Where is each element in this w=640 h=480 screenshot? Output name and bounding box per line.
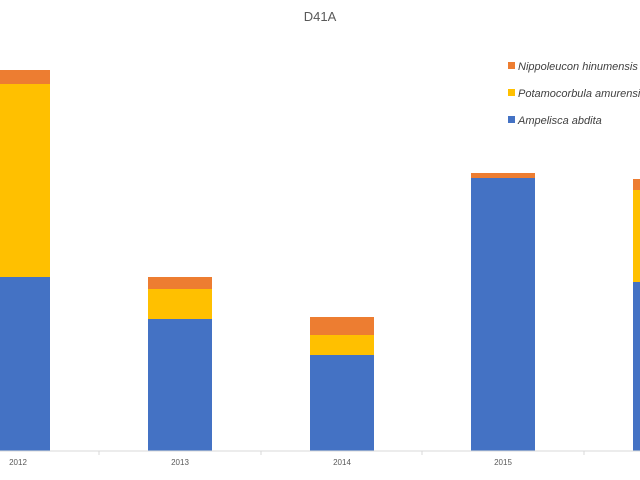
bar-group (0, 70, 640, 451)
legend-label-ampelisca: Ampelisca abdita (517, 115, 602, 127)
bar-segment-2015-2 (471, 173, 535, 178)
x-tick-label: 2012 (9, 458, 27, 467)
bar-segment-2012-0 (0, 277, 50, 451)
bar-segment-partial-1 (633, 190, 640, 282)
legend-swatch-potamocorbula (508, 89, 515, 96)
legend-swatch-ampelisca (508, 116, 515, 123)
bar-segment-2014-2 (310, 317, 374, 335)
legend-label-nippoleucon: Nippoleucon hinumensis (518, 61, 638, 73)
x-axis-labels: 2012 2013 2014 2015 (9, 458, 512, 467)
bar-segment-2014-1 (310, 335, 374, 355)
bar-segment-2015-0 (471, 178, 535, 451)
legend-label-potamocorbula: Potamocorbula amurensis (518, 88, 640, 100)
x-tick-label: 2014 (333, 458, 351, 467)
x-tick-label: 2013 (171, 458, 189, 467)
x-axis-ticks (98, 451, 585, 455)
legend: Nippoleucon hinumensis Potamocorbula amu… (508, 61, 640, 127)
bar-segment-2013-1 (148, 289, 212, 319)
legend-swatch-nippoleucon (508, 62, 515, 69)
bar-segment-2012-1 (0, 84, 50, 277)
bar-segment-2012-2 (0, 70, 50, 84)
bar-segment-2014-0 (310, 355, 374, 451)
x-tick-label: 2015 (494, 458, 512, 467)
bar-segment-2013-2 (148, 277, 212, 289)
bar-segment-2013-0 (148, 319, 212, 451)
chart-title: D41A (304, 9, 337, 24)
bar-segment-partial-2 (633, 179, 640, 190)
bar-segment-partial-0 (633, 282, 640, 451)
